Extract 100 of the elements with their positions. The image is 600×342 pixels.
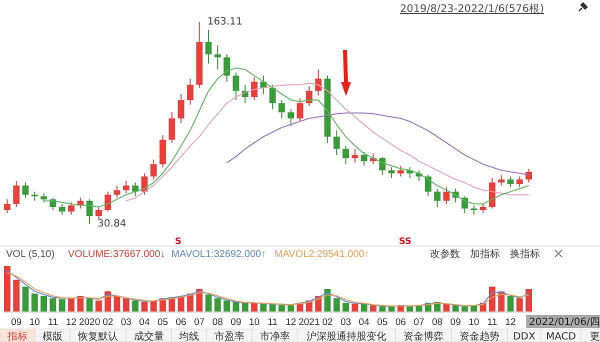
text: 成交量 xyxy=(134,330,164,342)
x-tick-label: 2020 xyxy=(78,317,100,328)
text: 加指标 xyxy=(470,248,500,260)
candlestick xyxy=(507,176,514,188)
candlestick xyxy=(360,151,368,166)
x-tick-label: 12 xyxy=(505,317,516,328)
bar xyxy=(333,298,340,312)
bar xyxy=(342,302,349,312)
x-tick-label: 11 xyxy=(487,317,498,328)
annotation: 30.84 xyxy=(98,218,126,230)
candlestick xyxy=(269,84,276,110)
candlestick xyxy=(58,203,66,216)
text: S xyxy=(175,237,182,247)
candlestick xyxy=(104,191,112,212)
candlestick xyxy=(13,180,20,208)
bar xyxy=(40,296,48,312)
text: DDX xyxy=(513,332,536,342)
candlestick xyxy=(168,112,176,144)
bar xyxy=(224,300,230,312)
text: 均线 xyxy=(178,330,199,342)
candlestick xyxy=(68,202,74,216)
text: 资金博弈 xyxy=(404,330,444,342)
bar xyxy=(13,280,20,312)
x-tick-label: 04 xyxy=(139,317,150,328)
text: SS xyxy=(399,237,412,247)
bar xyxy=(379,306,386,312)
text: 资金趋势 xyxy=(460,330,500,342)
text: MAVOL1:32692.000↑ xyxy=(171,249,266,260)
x-tick-label: 09 xyxy=(450,317,461,328)
annotation: 163.11 xyxy=(207,16,242,28)
candlestick xyxy=(498,174,505,186)
bar xyxy=(242,302,248,312)
bar xyxy=(77,296,84,312)
candlestick xyxy=(96,206,102,220)
text: 模版 xyxy=(42,330,62,342)
bar xyxy=(132,300,139,312)
candlestick xyxy=(251,76,258,101)
bar xyxy=(22,286,29,312)
bar xyxy=(278,305,285,312)
candlestick xyxy=(224,54,230,82)
candlestick xyxy=(434,188,440,208)
chart-title: 2019/8/23-2022/1/6(576根) xyxy=(400,3,544,15)
text: 改参数 xyxy=(430,248,460,260)
bar xyxy=(406,306,414,312)
bar xyxy=(31,294,38,312)
text: 市盈率 xyxy=(214,330,244,342)
bar xyxy=(516,298,523,312)
candlestick xyxy=(352,148,358,164)
text: 指标 xyxy=(6,330,28,342)
x-tick-label: 10 xyxy=(248,317,260,328)
candlestick xyxy=(443,186,450,204)
candlestick xyxy=(278,100,285,119)
x-tick-label: 2021 xyxy=(298,317,320,328)
x-tick-label: 06 xyxy=(176,317,186,328)
candlestick xyxy=(4,198,10,214)
candlestick xyxy=(470,204,478,216)
x-tick-label: 12 xyxy=(66,317,77,328)
candlestick xyxy=(232,72,240,101)
text: MACD xyxy=(546,332,576,342)
x-tick-label: 05 xyxy=(377,317,388,328)
x-tick-label: 10 xyxy=(468,317,480,328)
x-tick-label: 02 xyxy=(322,317,333,328)
bar xyxy=(86,298,93,312)
candlestick xyxy=(86,198,93,224)
x-tick-label: 09 xyxy=(230,317,242,328)
x-tick-label: 09 xyxy=(11,317,22,328)
candlestick xyxy=(397,165,404,177)
candlestick xyxy=(296,98,304,122)
candlestick xyxy=(132,182,139,197)
x-tick-label: 08 xyxy=(212,317,223,328)
x-tick-label: 11 xyxy=(268,317,278,328)
candlestick xyxy=(114,185,120,198)
bar xyxy=(526,289,532,312)
x-tick-label: 07 xyxy=(414,317,424,328)
text: 换指标 xyxy=(510,248,540,260)
candlestick xyxy=(187,78,194,106)
candlestick xyxy=(31,191,38,202)
bar xyxy=(205,294,212,312)
x-tick-label: 03 xyxy=(120,317,132,328)
bar xyxy=(122,298,130,312)
bar xyxy=(352,304,358,312)
candlestick xyxy=(22,182,29,198)
candlestick xyxy=(516,176,523,188)
chart-title: VOL (5,10) xyxy=(6,249,55,260)
bar xyxy=(96,300,102,312)
candlestick xyxy=(388,166,395,178)
candlestick xyxy=(526,168,532,184)
candlestick xyxy=(288,108,294,127)
x-tick-label: 06 xyxy=(395,317,406,328)
x-tick-label: 12 xyxy=(286,317,296,328)
x-tick-label: 02 xyxy=(102,317,114,328)
bar xyxy=(288,305,294,312)
candlestick xyxy=(424,174,432,197)
bar xyxy=(260,304,267,312)
candlestick xyxy=(178,93,184,124)
bar xyxy=(462,306,468,312)
candlestick xyxy=(150,159,157,180)
candlestick xyxy=(40,192,48,203)
x-tick-label: 05 xyxy=(157,317,168,328)
text: 沪深股通持股变化 xyxy=(306,330,386,342)
